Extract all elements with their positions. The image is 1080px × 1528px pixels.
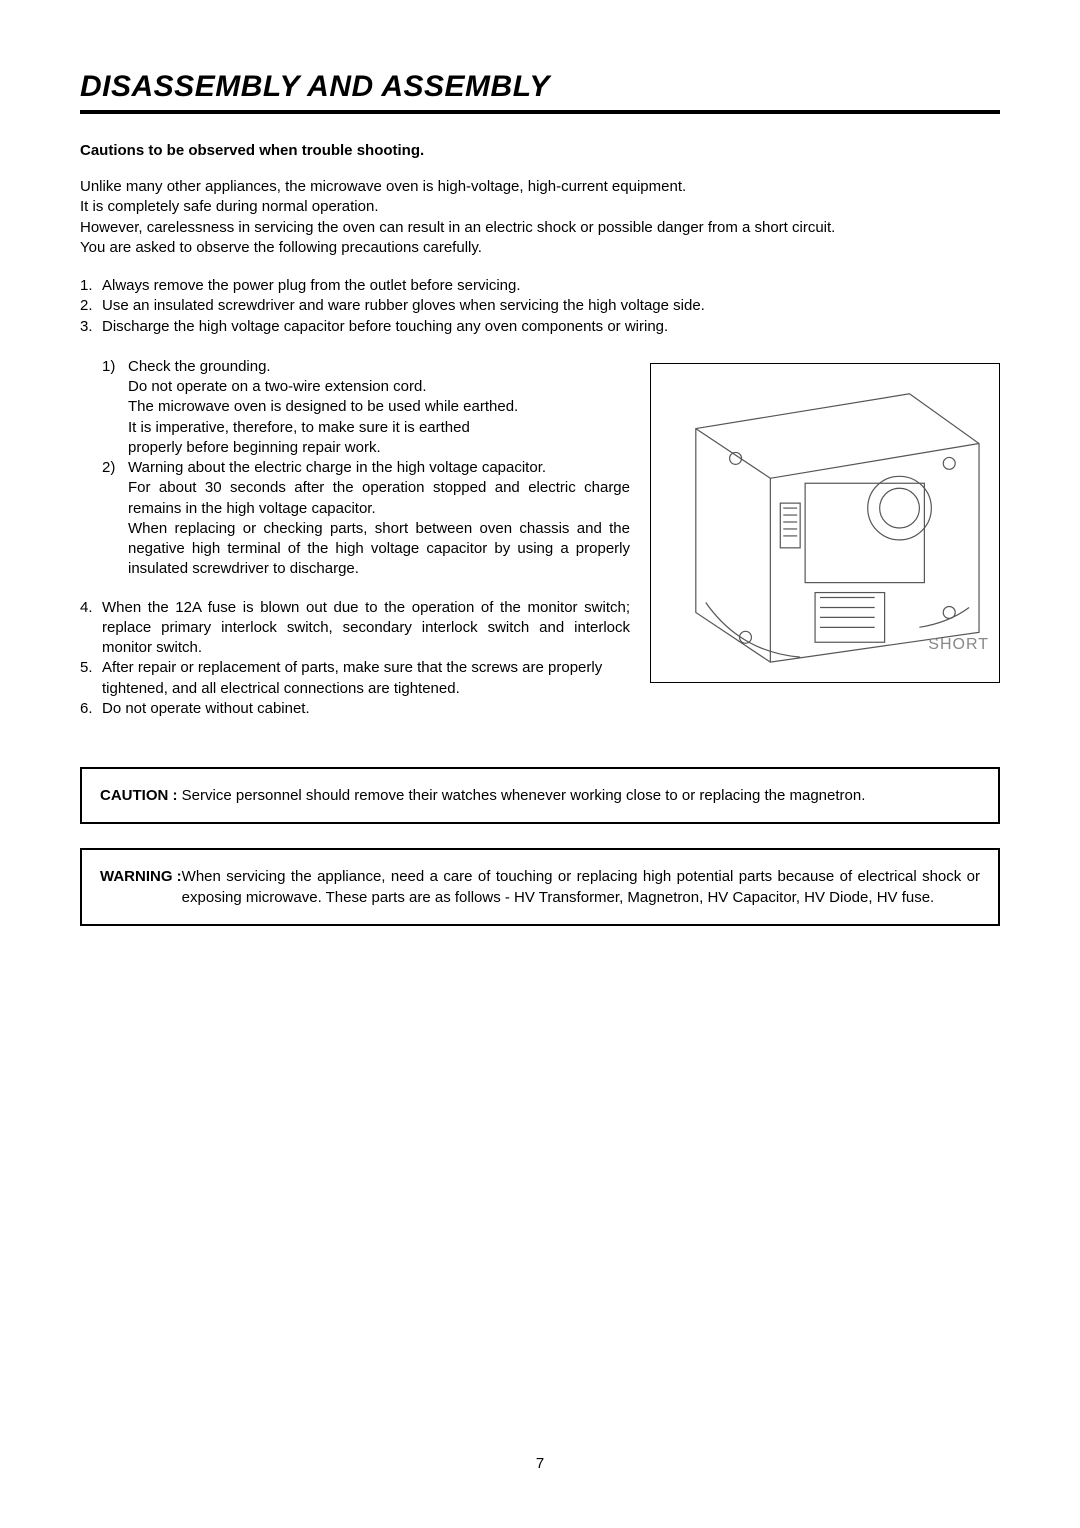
caution-text: Service personnel should remove their wa… — [182, 787, 866, 804]
page-number: 7 — [0, 1455, 1080, 1472]
intro-paragraph: Unlike many other appliances, the microw… — [80, 177, 1000, 258]
right-column: SHORT — [650, 357, 1000, 719]
sublist-line: properly before beginning repair work. — [128, 438, 630, 458]
sublist-line: For about 30 seconds after the operation… — [128, 478, 630, 519]
sublist-line: Check the grounding. — [128, 357, 630, 377]
precaution-list-top: 1. Always remove the power plug from the… — [80, 276, 1000, 337]
intro-line: Unlike many other appliances, the microw… — [80, 177, 1000, 197]
list-item: 5. After repair or replacement of parts,… — [80, 658, 630, 699]
warning-label: WARNING : — [100, 868, 182, 885]
sublist-text: Warning about the electric charge in the… — [128, 458, 630, 580]
list-item: 2. Use an insulated screwdriver and ware… — [80, 296, 1000, 316]
section-subheading: Cautions to be observed when trouble sho… — [80, 142, 1000, 159]
warning-text: When servicing the appliance, need a car… — [182, 866, 980, 908]
caution-label: CAUTION : — [100, 787, 182, 804]
list-text: Do not operate without cabinet. — [102, 699, 630, 719]
list-text: Discharge the high voltage capacitor bef… — [102, 317, 668, 337]
list-item: 4. When the 12A fuse is blown out due to… — [80, 598, 630, 659]
left-column: 1) Check the grounding. Do not operate o… — [80, 357, 630, 719]
precaution-list-bottom: 4. When the 12A fuse is blown out due to… — [80, 598, 630, 720]
list-number: 3. — [80, 317, 102, 337]
warning-box: WARNING : When servicing the appliance, … — [80, 848, 1000, 926]
list-text: Use an insulated screwdriver and ware ru… — [102, 296, 705, 316]
sublist-number: 2) — [102, 458, 128, 580]
sublist-line: Do not operate on a two-wire extension c… — [128, 377, 630, 397]
microwave-diagram-figure: SHORT — [650, 363, 1000, 683]
page-container: DISASSEMBLY AND ASSEMBLY Cautions to be … — [0, 0, 1080, 990]
intro-line: However, carelessness in servicing the o… — [80, 218, 1000, 238]
sub-precaution-list: 1) Check the grounding. Do not operate o… — [80, 357, 630, 580]
intro-line: It is completely safe during normal oper… — [80, 197, 1000, 217]
sublist-text: Check the grounding. Do not operate on a… — [128, 357, 630, 458]
list-text: After repair or replacement of parts, ma… — [102, 658, 630, 699]
sublist-line: When replacing or checking parts, short … — [128, 519, 630, 580]
list-number: 6. — [80, 699, 102, 719]
intro-line: You are asked to observe the following p… — [80, 238, 1000, 258]
caution-box: CAUTION : Service personnel should remov… — [80, 767, 1000, 824]
list-item: 1. Always remove the power plug from the… — [80, 276, 1000, 296]
sublist-number: 1) — [102, 357, 128, 458]
list-number: 1. — [80, 276, 102, 296]
figure-label: SHORT — [928, 636, 989, 654]
page-title: DISASSEMBLY AND ASSEMBLY — [80, 70, 1000, 104]
sublist-line: The microwave oven is designed to be use… — [128, 397, 630, 417]
sublist-line: It is imperative, therefore, to make sur… — [128, 418, 630, 438]
list-item: 3. Discharge the high voltage capacitor … — [80, 317, 1000, 337]
list-number: 2. — [80, 296, 102, 316]
list-number: 4. — [80, 598, 102, 659]
sublist-line: Warning about the electric charge in the… — [128, 458, 630, 478]
two-column-region: 1) Check the grounding. Do not operate o… — [80, 357, 1000, 719]
sublist-item: 2) Warning about the electric charge in … — [102, 458, 630, 580]
microwave-chassis-icon — [651, 364, 999, 682]
list-text: Always remove the power plug from the ou… — [102, 276, 521, 296]
list-item: 6. Do not operate without cabinet. — [80, 699, 630, 719]
list-number: 5. — [80, 658, 102, 699]
title-divider — [80, 110, 1000, 114]
list-text: When the 12A fuse is blown out due to th… — [102, 598, 630, 659]
sublist-item: 1) Check the grounding. Do not operate o… — [102, 357, 630, 458]
